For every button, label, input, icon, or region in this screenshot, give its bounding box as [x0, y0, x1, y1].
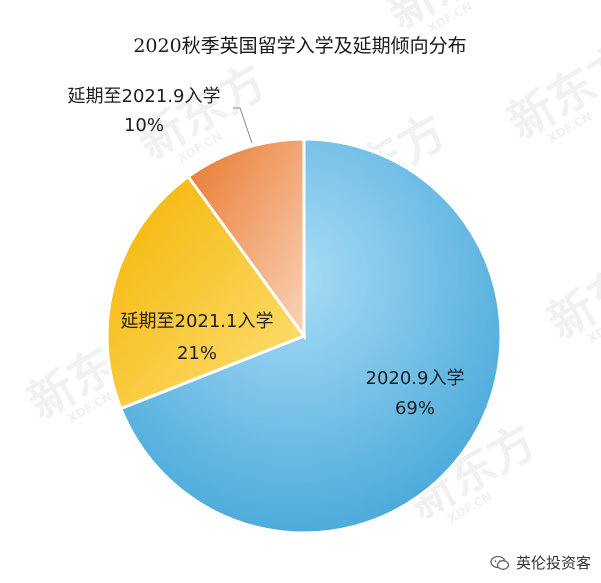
slice-value-2: 10%: [124, 115, 164, 136]
chart-title: 2020秋季英国留学入学及延期倾向分布: [133, 35, 466, 57]
account-name: 英伦投资客: [515, 554, 591, 572]
pie-slice-2: [186, 137, 306, 341]
account-footer: 英伦投资客: [490, 552, 591, 573]
slice-value-0: 69%: [395, 398, 435, 419]
pie-slices: [105, 137, 503, 535]
pie-slice-0: [118, 137, 503, 535]
slice-label-2: 延期至2021.9入学: [68, 86, 221, 107]
pie-slice-1: [105, 174, 307, 411]
leader-line: [233, 107, 253, 144]
slice-label-1: 延期至2021.1入学: [121, 311, 274, 332]
wechat-icon: [490, 555, 510, 570]
slice-value-1: 21%: [177, 343, 217, 364]
slice-label-0: 2020.9入学: [366, 368, 465, 389]
